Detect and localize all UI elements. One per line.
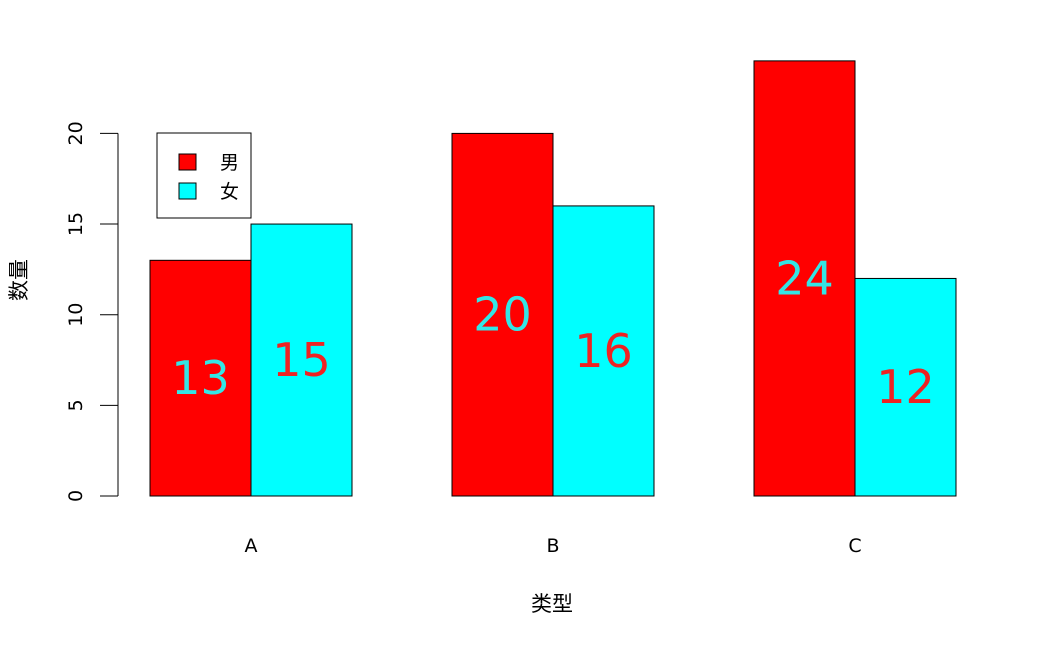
bar-value-label: 16 (574, 324, 633, 378)
bar-value-label: 15 (272, 333, 331, 387)
y-tick-label: 0 (65, 490, 87, 502)
bar-value-label: 12 (876, 360, 935, 414)
x-axis-title: 类型 (531, 592, 573, 616)
legend-swatch (178, 153, 197, 171)
bar-value-label: 13 (171, 351, 230, 405)
bar (854, 277, 957, 497)
y-tick-label: 20 (65, 121, 87, 145)
legend-swatch (178, 182, 197, 200)
bars (149, 60, 957, 497)
bar (149, 259, 252, 497)
y-tick-label: 15 (65, 212, 87, 236)
legend-box (156, 132, 252, 219)
y-axis: 0 5 10 15 20 (65, 121, 119, 502)
y-axis-title: 数量 (7, 259, 31, 301)
bar-value-label: 24 (775, 251, 834, 305)
bar (250, 223, 353, 497)
x-tick-label: C (848, 535, 861, 557)
bar-value-label: 20 (473, 288, 532, 342)
bar (552, 205, 655, 497)
x-tick-label: B (546, 535, 559, 557)
bar (451, 132, 554, 497)
y-tick-label: 10 (65, 303, 87, 327)
x-tick-label: A (245, 535, 258, 557)
bar-labels: 13 15 20 16 24 12 (171, 251, 935, 414)
bar (753, 60, 856, 497)
legend: 男女 (156, 132, 252, 219)
y-tick-label: 5 (65, 399, 87, 411)
legend-label: 女 (220, 181, 239, 203)
legend-label: 男 (220, 152, 239, 174)
x-tick-labels: A B C (245, 535, 862, 557)
